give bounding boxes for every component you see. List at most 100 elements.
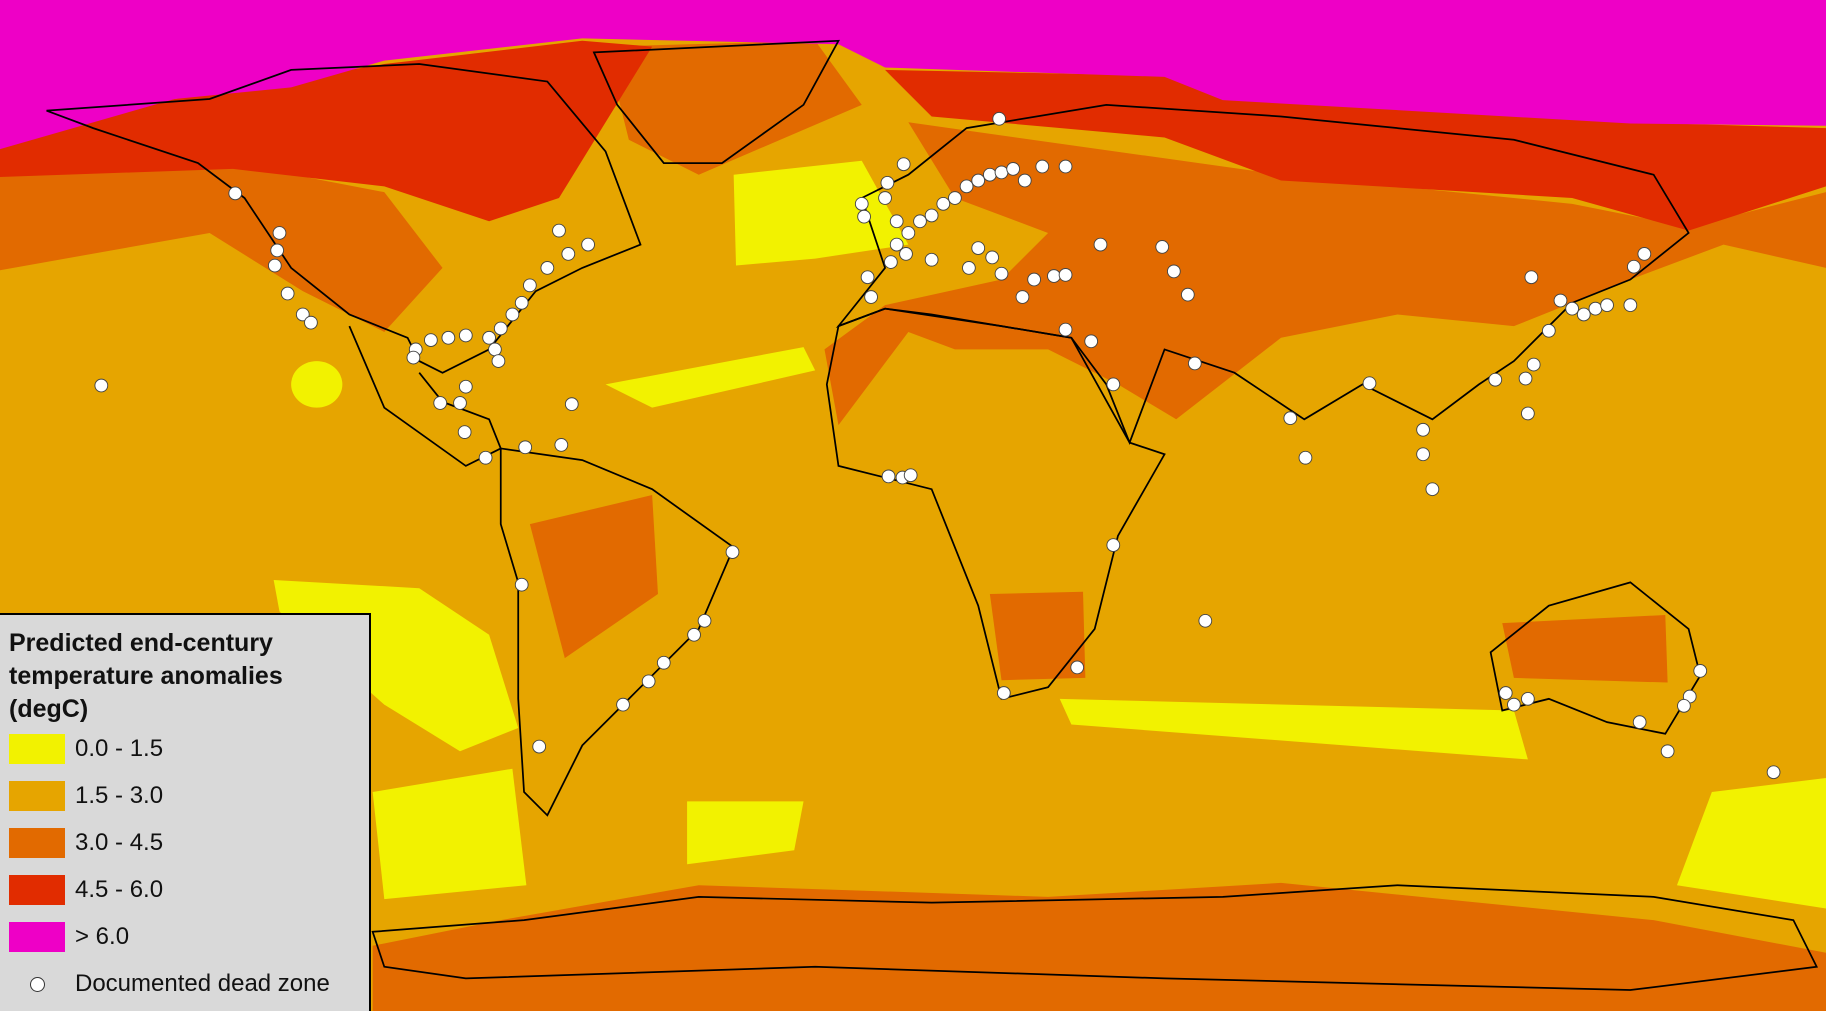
dead-zone-marker	[522, 278, 537, 293]
dead-zone-marker	[1526, 357, 1541, 372]
dead-zone-marker	[962, 261, 976, 275]
zone	[824, 122, 1826, 426]
zone	[605, 40, 862, 175]
dead-zone-marker	[1660, 744, 1675, 759]
dead-zone-marker	[1637, 247, 1652, 261]
dead-zone-marker	[1058, 159, 1073, 174]
dead-zone-marker	[1416, 447, 1430, 462]
dead-zone-marker	[971, 241, 986, 255]
legend-label: > 6.0	[75, 923, 130, 950]
dead-zone-marker	[505, 307, 520, 322]
legend-title: Predicted end-century temperature anomal…	[9, 629, 283, 723]
dead-zone-marker	[985, 250, 1000, 265]
dead-zone-marker	[1298, 450, 1313, 465]
legend-swatch	[9, 875, 65, 905]
zone	[1502, 614, 1668, 683]
dead-zone-marker	[1058, 268, 1073, 282]
dead-zone-marker	[881, 469, 896, 484]
zone	[885, 69, 1826, 231]
dead-zone-marker	[1187, 356, 1202, 371]
dead-zone-marker	[1553, 293, 1568, 308]
dead-zone-marker	[280, 286, 295, 301]
zone	[0, 163, 443, 332]
dead-zone-marker	[903, 468, 918, 483]
dead-zone-marker	[406, 350, 421, 365]
dead-zone-marker	[552, 223, 566, 238]
legend: Predicted end-century temperature anomal…	[0, 613, 371, 1011]
dead-zone-marker	[899, 247, 913, 261]
dead-zone-marker	[1518, 371, 1533, 386]
legend-label: 3.0 - 4.5	[75, 829, 164, 856]
zone	[0, 40, 653, 222]
legend-item: 0.0 - 1.5	[9, 733, 163, 765]
dead-zone-marker	[554, 438, 569, 452]
dead-zone-marker	[1058, 322, 1073, 337]
dead-zone-marker	[1565, 301, 1580, 316]
dead-zone-marker	[1425, 482, 1440, 497]
legend-swatch	[9, 922, 65, 952]
dead-zone-marker	[896, 157, 911, 172]
dead-zone-marker	[996, 686, 1011, 700]
dead-zone-marker	[270, 243, 285, 258]
legend-item: Documented dead zone	[9, 968, 330, 1000]
zone	[687, 801, 804, 865]
legend-label: 4.5 - 6.0	[75, 876, 164, 903]
dead-zone-marker	[488, 342, 502, 357]
legend-label: Documented dead zone	[75, 970, 330, 997]
dead-zone-marker	[581, 237, 595, 252]
zone	[0, 0, 1826, 150]
dead-zone-marker	[864, 290, 878, 304]
coast	[592, 39, 840, 164]
dead-zone-marker	[725, 545, 740, 559]
dead-zone-marker	[860, 270, 875, 285]
legend-item: 3.0 - 4.5	[9, 827, 163, 859]
dead-zone-marker	[1362, 376, 1377, 391]
zone	[372, 882, 1826, 1011]
dead-zone-marker	[457, 425, 472, 439]
dead-zone-marker	[561, 247, 576, 261]
dead-zone-marker	[514, 577, 529, 592]
legend-swatch	[9, 828, 65, 858]
dead-zone-marker	[1521, 406, 1535, 421]
dead-zone-marker	[971, 173, 986, 188]
dead-zone-marker	[1623, 298, 1638, 313]
dead-zone-marker	[1035, 159, 1050, 174]
legend-item: > 6.0	[9, 921, 129, 953]
dead-zone-marker	[948, 191, 962, 205]
dead-zone-marker	[889, 237, 904, 252]
dead-zone-marker	[1283, 411, 1298, 426]
dead-zone-marker	[228, 186, 243, 201]
dead-zone-marker	[687, 627, 701, 642]
dead-zone-marker	[982, 167, 997, 182]
dead-zone-marker	[994, 266, 1009, 281]
dead-zone-marker	[959, 179, 974, 194]
dead-zone-marker	[1600, 298, 1614, 313]
dead-zone-marker	[1006, 162, 1021, 176]
dead-zone-marker	[532, 739, 547, 754]
dead-zone-marker	[514, 295, 529, 310]
legend-item: 1.5 - 3.0	[9, 780, 163, 812]
dead-zone-marker	[1507, 697, 1521, 712]
dead-zone-marker	[1498, 686, 1513, 700]
dead-zone-marker	[1198, 613, 1213, 628]
dead-zone-marker	[1166, 264, 1181, 279]
dead-zone-marker	[491, 354, 506, 368]
dead-zone-marker	[441, 330, 456, 345]
legend-label: 0.0 - 1.5	[75, 735, 164, 762]
dead-zone-marker	[857, 209, 871, 224]
dead-zone-marker	[295, 307, 310, 322]
dead-zone-marker	[1070, 660, 1085, 675]
dead-zone-marker	[616, 697, 630, 712]
dead-zone-marker	[478, 450, 493, 465]
zone	[1676, 778, 1826, 909]
dead-zone-marker	[1106, 377, 1121, 392]
dead-zone-marker	[697, 613, 712, 628]
dead-zone-marker	[924, 252, 939, 267]
dead-zone-marker	[424, 333, 438, 347]
dead-zone-marker	[1524, 270, 1539, 285]
dead-zone-marker	[1416, 422, 1430, 437]
dead-zone-marker	[1027, 272, 1041, 287]
